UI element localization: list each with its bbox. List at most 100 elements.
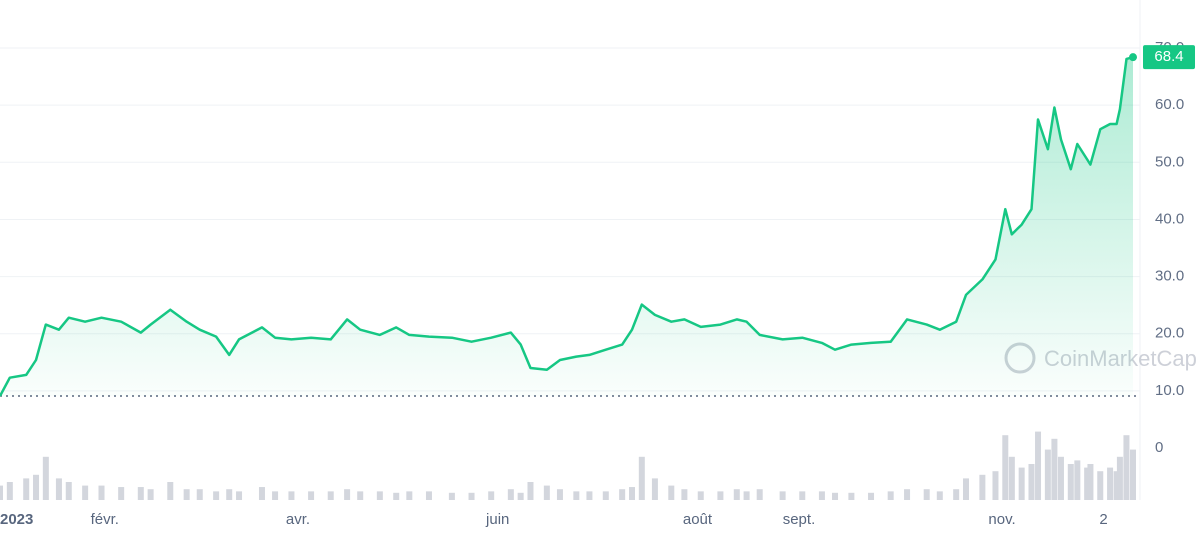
volume-bar — [1084, 467, 1091, 500]
x-tick-label: avr. — [286, 511, 310, 528]
volume-bar — [488, 491, 495, 500]
price-line — [0, 55, 1134, 397]
volume-bar — [733, 489, 740, 500]
volume-bar — [832, 492, 839, 500]
volume-bar — [236, 491, 243, 500]
x-tick-label: févr. — [91, 511, 119, 528]
volume-bar — [196, 489, 203, 500]
volume-bar — [137, 487, 144, 500]
volume-bar — [1074, 460, 1081, 500]
last-point — [1129, 53, 1137, 62]
volume-bar — [0, 485, 3, 500]
x-tick-label: août — [683, 511, 713, 528]
volume-bar — [327, 491, 334, 500]
volume-bar — [1113, 471, 1120, 500]
volume-bar — [448, 492, 455, 500]
volume-bar — [517, 492, 524, 500]
volume-bar — [118, 487, 125, 500]
y-tick-label: 50.0 — [1155, 153, 1184, 170]
volume-bar — [573, 491, 580, 500]
volume-bar — [272, 491, 279, 500]
volume-bar — [628, 487, 635, 500]
volume-bar — [1123, 435, 1130, 500]
volume-bar — [962, 478, 969, 500]
volume-bar — [1002, 435, 1009, 500]
volume-bar — [697, 491, 704, 500]
volume-bar — [992, 471, 999, 500]
volume-bar — [1097, 471, 1104, 500]
y-tick-label: 20.0 — [1155, 325, 1184, 342]
volume-bar — [23, 478, 30, 500]
volume-bar — [668, 485, 675, 500]
volume-bar — [868, 492, 875, 500]
volume-bar — [586, 491, 593, 500]
volume-bar — [923, 489, 930, 500]
volume-bar — [779, 491, 786, 500]
volume-bar — [799, 491, 806, 500]
y-tick-label: 40.0 — [1155, 210, 1184, 227]
volume-bar — [425, 491, 432, 500]
volume-bar — [936, 491, 943, 500]
volume-bar — [904, 489, 911, 500]
volume-bar — [183, 489, 190, 500]
volume-bar — [1057, 456, 1064, 500]
volume-bar — [527, 482, 534, 500]
x-tick-label: 2 — [1099, 511, 1107, 528]
volume-bar — [638, 456, 645, 500]
volume-bar — [1044, 449, 1051, 500]
volume-bar — [651, 478, 658, 500]
volume-bar — [1035, 431, 1042, 500]
volume-bar — [33, 474, 40, 500]
x-tick-label: sept. — [783, 511, 816, 528]
volume-axis-label: 0 — [1155, 439, 1163, 456]
volume-bar — [406, 491, 413, 500]
volume-bar — [1067, 464, 1074, 500]
volume-bar — [979, 474, 986, 500]
volume-bar — [953, 489, 960, 500]
value-badge-label: 68.4 — [1154, 48, 1183, 65]
volume-bar — [887, 491, 894, 500]
volume-bar — [507, 489, 514, 500]
volume-bar — [1107, 467, 1114, 500]
volume-bar — [1051, 438, 1058, 500]
volume-bar — [1116, 456, 1123, 500]
volume-bar — [98, 485, 105, 500]
volume-bar — [226, 489, 233, 500]
volume-bar — [619, 489, 626, 500]
volume-bar — [167, 482, 174, 500]
volume-bar — [213, 491, 220, 500]
volume-bar — [82, 485, 89, 500]
volume-bar — [6, 482, 13, 500]
volume-bar — [602, 491, 609, 500]
volume-bar — [818, 491, 825, 500]
x-tick-label: juin — [485, 511, 509, 528]
volume-bar — [543, 485, 550, 500]
volume-bar — [1008, 456, 1015, 500]
volume-bar — [1028, 464, 1035, 500]
volume-bar — [258, 487, 265, 500]
volume-bar — [376, 491, 383, 500]
area — [0, 57, 1133, 397]
volume-bar — [288, 491, 295, 500]
volume-bar — [681, 489, 688, 500]
x-tick-label: nov. — [988, 511, 1015, 528]
volume-bar — [556, 489, 563, 500]
x-tick-label: 2023 — [0, 511, 33, 528]
volume-bar — [42, 456, 49, 500]
y-tick-label: 30.0 — [1155, 268, 1184, 285]
volume-bar — [344, 489, 351, 500]
volume-bar — [55, 478, 62, 500]
y-tick-label: 60.0 — [1155, 96, 1184, 113]
volume-bar — [756, 489, 763, 500]
volume-bar — [743, 491, 750, 500]
volume-bar — [308, 491, 315, 500]
volume-bar — [393, 492, 400, 500]
volume-bar — [1130, 449, 1136, 500]
volume-bar — [717, 491, 724, 500]
volume-bar — [848, 492, 855, 500]
volume-bar — [65, 482, 72, 500]
volume-bar — [357, 491, 364, 500]
volume-bar — [1018, 467, 1025, 500]
y-tick-label: 10.0 — [1155, 382, 1184, 399]
